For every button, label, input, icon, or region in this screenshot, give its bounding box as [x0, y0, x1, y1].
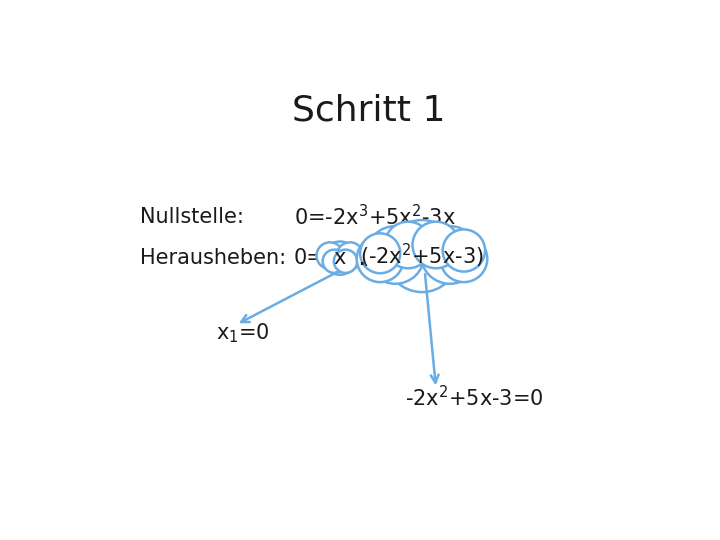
Ellipse shape	[356, 235, 404, 282]
Text: .: .	[358, 245, 366, 271]
Text: Herausheben:: Herausheben:	[140, 248, 287, 268]
Text: Schritt 1: Schritt 1	[292, 94, 446, 128]
Ellipse shape	[337, 242, 364, 269]
Ellipse shape	[366, 226, 424, 284]
Ellipse shape	[323, 241, 356, 275]
Ellipse shape	[421, 226, 479, 284]
Text: x: x	[334, 248, 346, 268]
Ellipse shape	[441, 235, 487, 282]
Text: Nullstelle:: Nullstelle:	[140, 207, 244, 227]
Ellipse shape	[323, 249, 346, 273]
Ellipse shape	[360, 233, 400, 273]
Ellipse shape	[386, 220, 458, 292]
Text: 0=: 0=	[294, 248, 325, 268]
Ellipse shape	[413, 222, 459, 268]
Ellipse shape	[317, 242, 343, 269]
Ellipse shape	[443, 230, 485, 272]
Text: 0=-2x$^3$+5x$^2$-3x: 0=-2x$^3$+5x$^2$-3x	[294, 204, 456, 229]
Text: -2x$^2$+5x-3=0: -2x$^2$+5x-3=0	[405, 385, 544, 410]
Ellipse shape	[384, 222, 431, 268]
Ellipse shape	[334, 249, 357, 273]
Text: x$_1$=0: x$_1$=0	[215, 321, 269, 345]
Text: (-2x$^2$+5x-3): (-2x$^2$+5x-3)	[360, 242, 484, 270]
